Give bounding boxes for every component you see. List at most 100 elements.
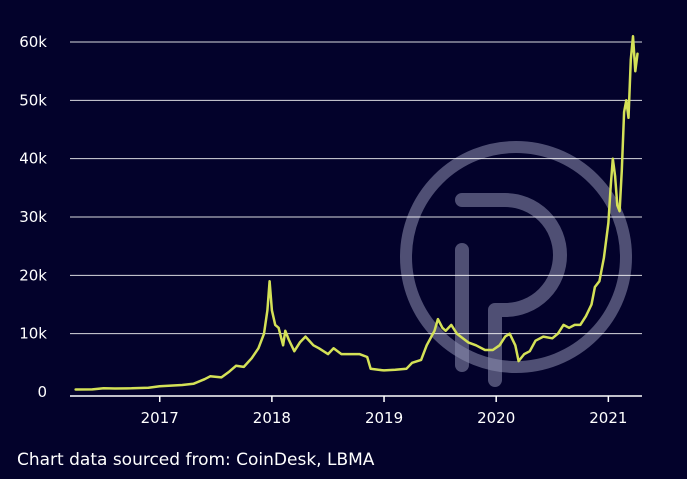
x-tick-label: 2019: [365, 409, 403, 427]
data-point: [579, 323, 582, 326]
data-point: [616, 204, 619, 207]
data-point: [444, 329, 447, 332]
data-point: [130, 387, 133, 390]
data-point: [517, 360, 520, 363]
data-point: [113, 387, 116, 390]
data-point: [358, 353, 361, 356]
data-point: [467, 341, 470, 344]
x-tick-label: 2018: [253, 409, 291, 427]
series-group: [74, 34, 639, 391]
data-point: [508, 332, 511, 335]
data-point: [282, 344, 285, 347]
chart-gridlines: [70, 41, 642, 335]
data-point: [620, 169, 623, 172]
x-tick-label: 2017: [141, 409, 179, 427]
data-point: [366, 356, 369, 358]
data-point: [623, 111, 626, 113]
data-point: [609, 186, 612, 189]
data-point: [181, 384, 184, 386]
data-point: [277, 326, 280, 329]
data-point: [590, 303, 593, 306]
data-point: [147, 386, 150, 389]
data-point: [450, 323, 453, 326]
y-tick-label: 10k: [19, 325, 47, 343]
logo-watermark-ring: [400, 141, 632, 373]
x-tick-label: 2020: [477, 409, 515, 427]
data-point: [425, 344, 428, 347]
data-point: [268, 280, 271, 283]
data-point: [383, 369, 385, 372]
data-point: [266, 309, 269, 312]
data-point: [602, 256, 605, 259]
data-point: [298, 341, 301, 344]
data-point: [169, 384, 172, 387]
x-tick-label: 2021: [589, 409, 627, 427]
data-point: [629, 58, 632, 61]
data-point: [203, 378, 206, 381]
data-point: [611, 157, 614, 160]
data-point: [618, 210, 621, 213]
data-point: [534, 339, 537, 342]
data-point: [632, 35, 634, 38]
data-point: [312, 344, 315, 347]
data-point: [484, 349, 486, 351]
data-point: [491, 349, 494, 351]
data-point: [74, 388, 77, 391]
data-point: [627, 116, 630, 119]
data-point: [220, 376, 223, 379]
y-tick-label: 50k: [19, 91, 47, 109]
y-tick-label: 60k: [19, 33, 47, 51]
data-point: [304, 335, 307, 338]
y-tick-label: 0: [37, 383, 47, 401]
data-point: [257, 347, 260, 350]
data-point: [349, 353, 352, 356]
price-line-chart: 0 10k 20k 30k 40k 50k 60k 2017 2018 2019 2020 2021: [19, 33, 642, 427]
data-point: [568, 326, 571, 329]
data-point: [369, 367, 372, 370]
data-point: [377, 368, 380, 371]
data-point: [235, 364, 237, 367]
x-axis: 2017 2018 2019 2020 2021: [70, 395, 642, 427]
data-point: [475, 344, 477, 347]
data-point: [287, 338, 290, 341]
data-point: [420, 358, 423, 361]
data-point: [556, 332, 559, 335]
data-point: [405, 367, 408, 370]
data-point: [192, 382, 195, 385]
data-point: [584, 315, 587, 318]
data-point: [242, 365, 245, 368]
series-line: [74, 34, 639, 391]
data-point: [607, 221, 610, 224]
data-point: [504, 335, 507, 338]
data-point: [250, 357, 253, 360]
data-point: [436, 318, 439, 321]
data-point: [634, 70, 637, 73]
y-tick-label: 20k: [19, 266, 47, 284]
data-point: [636, 52, 639, 55]
data-point: [158, 385, 161, 388]
data-point: [332, 347, 335, 350]
data-point: [318, 347, 320, 350]
data-point: [528, 350, 531, 353]
data-point: [293, 350, 296, 353]
logo-watermark-icon: [400, 141, 632, 387]
data-point: [614, 175, 617, 178]
data-point: [411, 361, 414, 364]
y-tick-label: 30k: [19, 208, 47, 226]
data-point: [542, 335, 545, 338]
data-point: [433, 329, 436, 332]
data-point: [593, 286, 596, 288]
data-point: [284, 329, 287, 332]
data-point: [263, 332, 265, 335]
y-tick-label: 40k: [19, 150, 47, 168]
source-note: Chart data sourced from: CoinDesk, LBMA: [17, 450, 375, 470]
data-point: [209, 375, 212, 378]
logo-watermark-p: [455, 193, 567, 387]
data-point: [573, 323, 576, 326]
data-point: [598, 280, 601, 283]
data-point: [562, 323, 565, 326]
data-point: [228, 370, 231, 373]
data-point: [91, 388, 94, 391]
data-point: [102, 387, 105, 390]
data-point: [441, 326, 444, 329]
